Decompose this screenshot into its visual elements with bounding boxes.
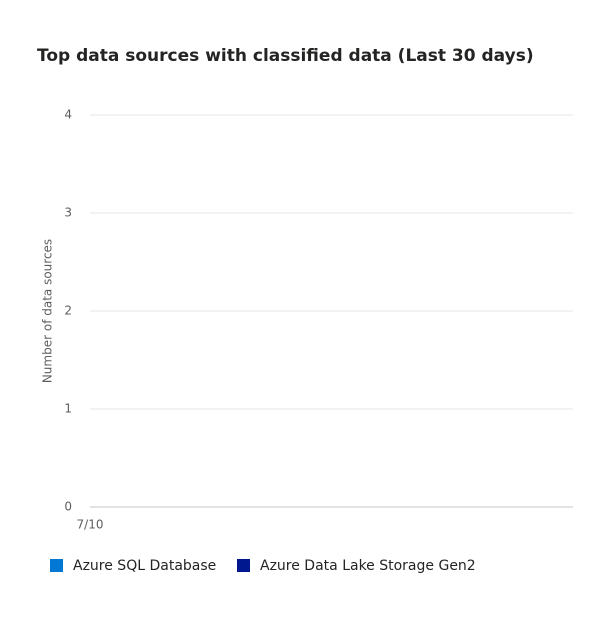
y-tick-label: 1: [64, 402, 72, 416]
legend-label: Azure Data Lake Storage Gen2: [260, 558, 476, 574]
y-tick-label: 2: [64, 304, 72, 318]
legend-swatch: [237, 559, 250, 572]
y-axis-label: Number of data sources: [41, 239, 55, 383]
legend-label: Azure SQL Database: [73, 558, 216, 574]
y-tick-label: 0: [64, 500, 72, 514]
legend-swatch: [50, 559, 63, 572]
x-tick-label: 7/10: [77, 518, 104, 532]
chart-title: Top data sources with classified data (L…: [37, 46, 534, 66]
y-tick-label: 3: [64, 206, 72, 220]
y-tick-label: 4: [64, 108, 72, 122]
